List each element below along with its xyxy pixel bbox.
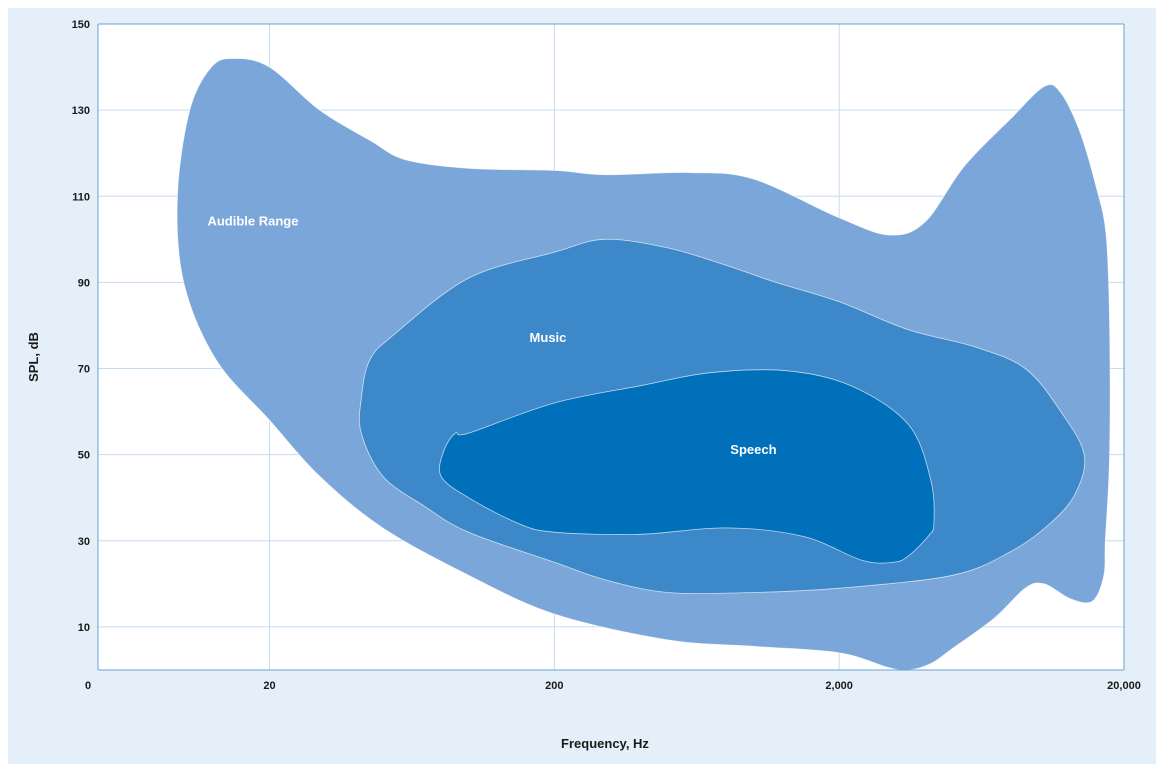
y-tick-label: 50	[78, 450, 90, 462]
y-tick-label: 70	[78, 364, 90, 376]
axis-frame	[97, 23, 1125, 671]
y-axis-title: SPL, dB	[26, 332, 41, 382]
region-label-audible-range: Audible Range	[207, 214, 298, 229]
y-tick-label: 30	[78, 536, 90, 548]
region-label-speech: Speech	[730, 442, 776, 457]
region-label-music: Music	[530, 330, 567, 345]
x-tick-labels: 0 20 200 2,000 20,000	[85, 680, 1141, 692]
y-tick-label: 10	[78, 622, 90, 634]
y-tick-label: 90	[78, 277, 90, 289]
chart-figure: 0 20 200 2,000 20,000 10 30 50 70 90 110 130 150 Au…	[8, 8, 1156, 764]
regions	[176, 58, 1111, 671]
y-tick-labels: 10 30 50 70 90 110 130 150	[72, 19, 90, 634]
x-tick-label: 2,000	[825, 680, 853, 692]
x-axis-title: Frequency, Hz	[561, 736, 649, 751]
y-tick-label: 110	[72, 191, 90, 203]
spl-frequency-chart: 0 20 200 2,000 20,000 10 30 50 70 90 110 130 150 Au…	[26, 19, 1141, 751]
x-tick-label: 0	[85, 680, 91, 692]
region-speech	[439, 369, 935, 564]
y-tick-label: 150	[72, 19, 90, 31]
x-tick-label: 20,000	[1107, 680, 1141, 692]
y-tick-label: 130	[72, 105, 90, 117]
x-tick-label: 20	[263, 680, 275, 692]
region-labels: Audible Range Music Speech	[207, 214, 776, 457]
x-tick-label: 200	[545, 680, 563, 692]
